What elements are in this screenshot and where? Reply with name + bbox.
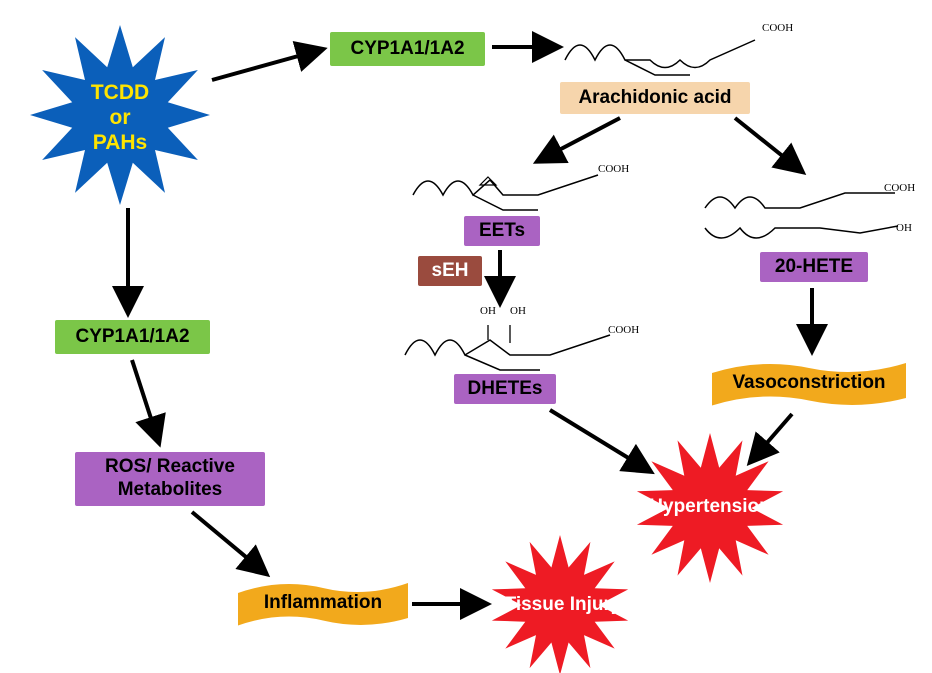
tcdd-l3: PAHs [93, 131, 147, 154]
arrow-tcdd-to-cyp-top [212, 50, 320, 80]
ros-l1: ROS/ Reactive [105, 456, 235, 479]
cyp-left-label: CYP1A1/1A2 [75, 326, 189, 348]
dhetes-oh1: OH [480, 305, 496, 317]
arachidonic-box: Arachidonic acid [560, 82, 750, 114]
eets-structure-icon [408, 155, 618, 217]
arachidonic-label: Arachidonic acid [578, 87, 731, 109]
eets-label: EETs [479, 220, 525, 242]
dhetes-cooh: COOH [608, 324, 639, 336]
arachidonic-structure-icon [560, 20, 780, 80]
inflammation-banner [238, 583, 408, 626]
tissue-label: Tissue Injury [505, 594, 622, 615]
ros-box: ROS/ Reactive Metabolites [75, 452, 265, 506]
tcdd-l2: or [110, 106, 131, 129]
hete-cooh: COOH [884, 182, 915, 194]
hete-oh: OH [896, 222, 912, 234]
hypertension-label-wrap: Hypertension [640, 496, 780, 519]
eets-cooh: COOH [598, 163, 629, 175]
seh-label: sEH [432, 260, 469, 282]
hete20-label: 20-HETE [775, 256, 853, 278]
diagram-canvas: TCDD or PAHs CYP1A1/1A2 CYP1A1/1A2 Arach… [0, 0, 932, 673]
hypertension-label: Hypertension [649, 496, 770, 517]
inflammation-label-wrap: Inflammation [238, 592, 408, 615]
tcdd-l1: TCDD [91, 81, 149, 104]
cyp-top-box: CYP1A1/1A2 [330, 32, 485, 66]
tcdd-starburst [30, 25, 210, 205]
arrow-arach-to-eets [540, 118, 620, 160]
arach-cooh: COOH [762, 22, 793, 34]
inflammation-label: Inflammation [264, 592, 382, 613]
arrow-arach-to-hete [735, 118, 800, 170]
tcdd-label: TCDD or PAHs [70, 80, 170, 156]
ros-l2: Metabolites [118, 479, 223, 502]
vasoconstriction-label-wrap: Vasoconstriction [712, 372, 906, 395]
seh-box: sEH [418, 256, 482, 286]
dhetes-label: DHETEs [468, 378, 543, 400]
hypertension-starburst [637, 433, 783, 583]
dhetes-oh2: OH [510, 305, 526, 317]
dhetes-box: DHETEs [454, 374, 556, 404]
hete20-box: 20-HETE [760, 252, 868, 282]
arrow-dhetes-to-hyper [550, 410, 648, 470]
arrow-cyp-left-to-ros [132, 360, 158, 440]
arrow-vaso-to-hyper [752, 414, 792, 460]
tissue-starburst [492, 535, 628, 673]
cyp-left-box: CYP1A1/1A2 [55, 320, 210, 354]
vasoconstriction-label: Vasoconstriction [732, 372, 885, 393]
vasoconstriction-banner [712, 363, 906, 406]
arrow-ros-to-inflam [192, 512, 264, 572]
eets-box: EETs [464, 216, 540, 246]
cyp-top-label: CYP1A1/1A2 [350, 38, 464, 60]
tissue-label-wrap: Tissue Injury [498, 594, 628, 617]
